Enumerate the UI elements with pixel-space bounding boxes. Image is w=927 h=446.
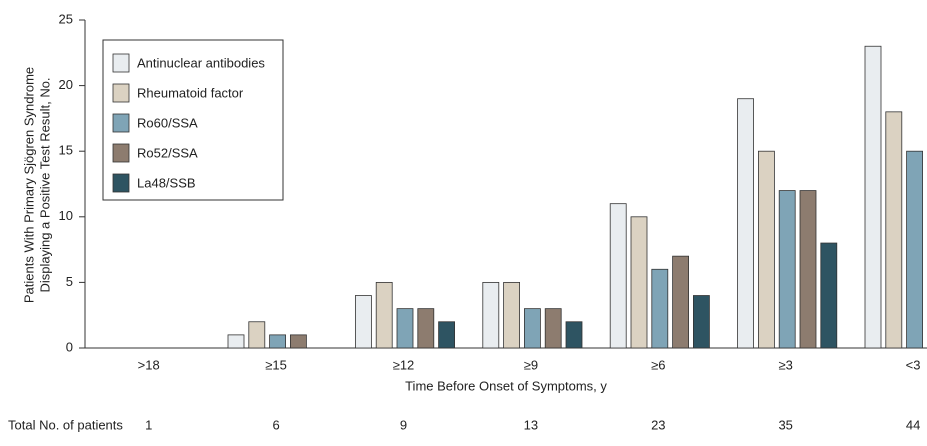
y-tick-label: 5 [66,274,73,289]
y-tick-label: 0 [66,339,73,354]
y-tick-label: 25 [59,11,73,26]
total-value: 1 [145,417,152,432]
legend-swatch [112,113,130,133]
bar [609,203,627,349]
x-tick-label: >18 [138,357,160,372]
total-value: 6 [272,417,279,432]
bar [417,308,435,349]
legend-swatch [112,83,130,103]
legend-label: La48/SSB [137,175,196,190]
bar [630,216,648,349]
bar [864,45,882,349]
bar [799,190,817,349]
bar [248,321,266,349]
x-tick-label: ≥12 [393,357,415,372]
y-tick-label: 20 [59,77,73,92]
x-tick-label: ≥6 [651,357,665,372]
y-axis-label: Displaying a Positive Test Result, No. [37,77,52,292]
bar [565,321,583,349]
total-value: 9 [400,417,407,432]
bar [269,334,287,349]
bar [503,281,521,349]
total-value: 23 [651,417,665,432]
bar [737,98,754,349]
x-axis-label: Time Before Onset of Symptoms, y [405,378,607,393]
bar [693,295,710,349]
legend-label: Rheumatoid factor [137,85,244,100]
bar [758,150,775,349]
x-tick-label: ≥9 [524,357,538,372]
x-tick-label: <3 [906,357,921,372]
legend-swatch [112,173,130,193]
bar [375,281,393,349]
bar [438,321,456,349]
total-value: 35 [778,417,792,432]
bar [778,190,796,349]
bar [289,334,307,349]
totals-label: Total No. of patients [8,417,123,432]
legend-swatch [112,143,130,163]
legend-label: Ro60/SSA [137,115,198,130]
x-tick-label: ≥15 [265,357,287,372]
bar [672,255,689,349]
total-value: 44 [906,417,920,432]
legend-swatch [112,53,130,73]
legend-label: Antinuclear antibodies [137,55,265,70]
bar [524,308,541,349]
bar [885,111,903,349]
bar [354,295,372,349]
bar [651,268,669,349]
legend-box [102,39,284,201]
y-tick-label: 15 [59,143,73,158]
bar [906,150,923,349]
bar [482,281,500,349]
y-axis-label: Patients With Primary Sjögren Syndrome [21,67,36,303]
bar [820,242,838,349]
bar [227,334,245,349]
x-tick-label: ≥3 [779,357,793,372]
legend-label: Ro52/SSA [137,145,198,160]
bar [544,308,562,349]
bar [396,308,414,349]
total-value: 13 [524,417,538,432]
y-tick-label: 10 [59,208,73,223]
